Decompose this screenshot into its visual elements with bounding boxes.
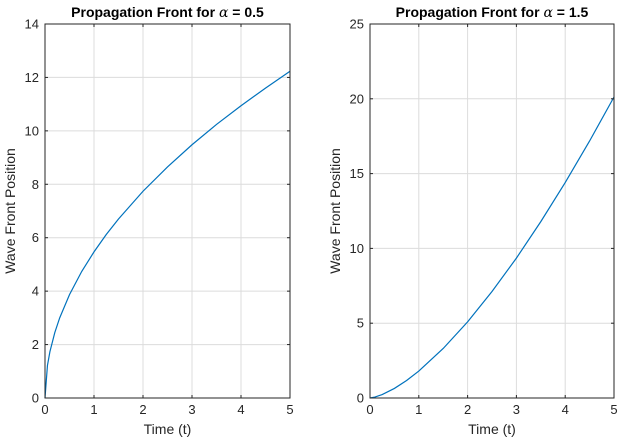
x-tick-label: 3 [513, 402, 520, 417]
chart-title: Propagation Front for α = 0.5 [71, 4, 264, 21]
y-tick-label: 8 [32, 177, 39, 192]
y-axis-label: Wave Front Position [327, 148, 343, 274]
chart-title-suffix: = 1.5 [553, 4, 589, 20]
x-tick-label: 0 [366, 402, 373, 417]
chart-title-suffix: = 0.5 [228, 4, 264, 20]
plot-area [370, 24, 614, 398]
x-tick-label: 1 [90, 402, 97, 417]
chart-title: Propagation Front for α = 1.5 [396, 4, 589, 21]
series-line [369, 96, 615, 399]
y-tick-label: 10 [350, 241, 364, 256]
y-tick-label: 20 [350, 91, 364, 106]
x-tick-label: 4 [237, 402, 244, 417]
axes-frame [44, 23, 291, 399]
chart-title-prefix: Propagation Front for [71, 4, 219, 20]
chart-alpha-1-5: 0 1 2 3 4 5 0 5 10 15 20 25 Propagation Front for α … [327, 4, 618, 437]
y-tick-label: 4 [32, 284, 39, 299]
y-tick-label: 0 [357, 391, 364, 406]
chart-title-prefix: Propagation Front for [396, 4, 544, 20]
x-tick-label: 1 [415, 402, 422, 417]
y-tick-label: 15 [350, 166, 364, 181]
plot-area [45, 24, 290, 398]
x-axis-label: Time (t) [144, 421, 192, 437]
chart-title-symbol: α [219, 5, 229, 21]
y-tick-label: 12 [25, 70, 39, 85]
y-tick-label: 2 [32, 337, 39, 352]
x-tick-label: 4 [562, 402, 569, 417]
x-tick-label: 3 [188, 402, 195, 417]
y-tick-label: 14 [25, 17, 39, 32]
y-tick-label: 6 [32, 230, 39, 245]
x-tick-label: 5 [286, 402, 293, 417]
x-tick-label: 2 [464, 402, 471, 417]
x-tick-label: 5 [610, 402, 617, 417]
x-axis-label: Time (t) [468, 421, 516, 437]
x-tick-label: 0 [41, 402, 48, 417]
chart-title-symbol: α [543, 5, 553, 21]
y-tick-label: 10 [25, 123, 39, 138]
axes-frame [369, 23, 615, 399]
y-axis-label: Wave Front Position [2, 148, 18, 274]
series-line [44, 70, 291, 399]
y-tick-label: 25 [350, 17, 364, 32]
x-tick-label: 2 [139, 402, 146, 417]
y-tick-label: 5 [357, 316, 364, 331]
y-tick-label: 0 [32, 391, 39, 406]
